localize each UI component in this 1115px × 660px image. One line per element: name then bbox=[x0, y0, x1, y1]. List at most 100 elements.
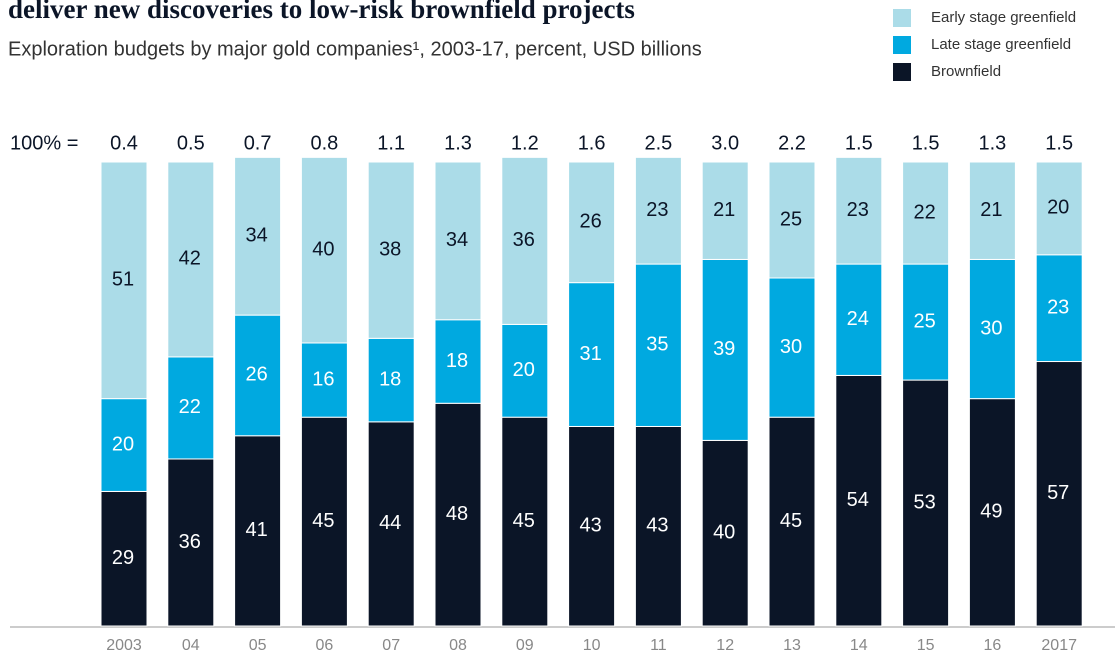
data-label: 21 bbox=[980, 199, 1002, 221]
data-label: 22 bbox=[179, 396, 201, 418]
total-label: 0.7 bbox=[244, 132, 272, 154]
bar-segment bbox=[968, 258, 1016, 400]
x-tick-label: 07 bbox=[382, 637, 400, 654]
x-tick-label: 16 bbox=[984, 637, 1002, 654]
data-label: 30 bbox=[980, 317, 1002, 339]
data-label: 20 bbox=[513, 359, 535, 381]
data-label: 18 bbox=[379, 368, 401, 390]
total-label: 1.5 bbox=[912, 132, 940, 154]
x-tick-label: 12 bbox=[716, 637, 734, 654]
bar-segment bbox=[167, 458, 215, 627]
data-label: 51 bbox=[112, 269, 134, 291]
x-tick-label: 14 bbox=[850, 637, 868, 654]
total-label: 1.6 bbox=[578, 132, 606, 154]
totals-label: 100% = bbox=[10, 132, 78, 154]
data-label: 34 bbox=[446, 229, 468, 251]
legend-label: Late stage greenfield bbox=[931, 36, 1071, 53]
total-label: 1.2 bbox=[511, 132, 539, 154]
bar-segment bbox=[501, 323, 549, 418]
x-tick-label: 10 bbox=[583, 637, 601, 654]
data-label: 45 bbox=[780, 510, 802, 532]
total-label: 1.1 bbox=[377, 132, 405, 154]
bar-segment bbox=[100, 490, 148, 627]
data-label: 45 bbox=[513, 510, 535, 532]
legend-label: Early stage greenfield bbox=[931, 9, 1076, 26]
bar-segment bbox=[835, 263, 883, 376]
bar-segment bbox=[968, 398, 1016, 627]
data-label: 44 bbox=[379, 512, 401, 534]
bar-segment bbox=[434, 402, 482, 627]
bar-segment bbox=[367, 337, 415, 423]
legend-swatch bbox=[893, 9, 911, 27]
x-tick-label: 2017 bbox=[1041, 637, 1077, 654]
x-tick-label: 11 bbox=[650, 637, 667, 654]
data-label: 39 bbox=[713, 338, 735, 360]
legend-swatch bbox=[893, 63, 911, 81]
x-tick-label: 09 bbox=[516, 637, 534, 654]
x-tick-label: 15 bbox=[917, 637, 935, 654]
data-label: 36 bbox=[179, 531, 201, 553]
bar-segment bbox=[1035, 361, 1083, 627]
bar-segment bbox=[701, 258, 749, 441]
bar-segment bbox=[768, 277, 816, 418]
legend-label: Brownfield bbox=[931, 63, 1001, 80]
bar-segment bbox=[768, 416, 816, 627]
bar-segment bbox=[701, 439, 749, 627]
total-label: 0.5 bbox=[177, 132, 205, 154]
data-label: 18 bbox=[446, 350, 468, 372]
data-label: 40 bbox=[312, 238, 334, 260]
data-label: 43 bbox=[579, 515, 601, 537]
bar-segment bbox=[968, 161, 1016, 260]
data-label: 34 bbox=[245, 225, 267, 247]
bar-segment bbox=[1035, 254, 1083, 363]
data-label: 41 bbox=[245, 519, 267, 541]
bar-segment bbox=[434, 319, 482, 404]
data-label: 48 bbox=[446, 503, 468, 525]
bar-segment bbox=[434, 161, 482, 321]
data-label: 40 bbox=[713, 521, 735, 543]
bar-segment bbox=[234, 314, 282, 437]
data-label: 24 bbox=[847, 308, 869, 330]
bar-segment bbox=[100, 398, 148, 492]
x-tick-label: 04 bbox=[182, 637, 200, 654]
bar-segment bbox=[568, 161, 616, 284]
chart-title: deliver new discoveries to low-risk brow… bbox=[8, 0, 635, 24]
data-label: 57 bbox=[1047, 482, 1069, 504]
x-tick-label: 05 bbox=[249, 637, 267, 654]
bar-segment bbox=[568, 282, 616, 427]
total-label: 3.0 bbox=[711, 132, 739, 154]
data-label: 20 bbox=[112, 433, 134, 455]
total-label: 1.3 bbox=[978, 132, 1006, 154]
total-label: 1.5 bbox=[1045, 132, 1073, 154]
bar-segment bbox=[300, 416, 348, 627]
data-label: 36 bbox=[513, 229, 535, 251]
total-label: 0.4 bbox=[110, 132, 138, 154]
bar-segment bbox=[768, 161, 816, 279]
bar-segment bbox=[167, 161, 215, 358]
total-label: 1.3 bbox=[444, 132, 472, 154]
x-tick-label: 08 bbox=[449, 637, 467, 654]
chart-subtitle: Exploration budgets by major gold compan… bbox=[8, 38, 702, 60]
data-label: 38 bbox=[379, 238, 401, 260]
bar-segment bbox=[1035, 161, 1083, 256]
data-label: 25 bbox=[780, 208, 802, 230]
total-label: 2.5 bbox=[644, 132, 672, 154]
total-label: 1.5 bbox=[845, 132, 873, 154]
data-label: 23 bbox=[847, 199, 869, 221]
total-label: 0.8 bbox=[310, 132, 338, 154]
x-tick-label: 06 bbox=[316, 637, 334, 654]
bar-segment bbox=[701, 161, 749, 260]
x-tick-label: 13 bbox=[783, 637, 801, 654]
data-label: 54 bbox=[847, 489, 869, 511]
bar-segment bbox=[367, 161, 415, 339]
bar-segment bbox=[902, 161, 950, 265]
data-label: 20 bbox=[1047, 197, 1069, 219]
bar-segment bbox=[367, 421, 415, 627]
data-label: 30 bbox=[780, 336, 802, 358]
data-label: 25 bbox=[913, 310, 935, 332]
bar-segment bbox=[100, 161, 148, 400]
data-label: 45 bbox=[312, 510, 334, 532]
bar-segment bbox=[234, 156, 282, 316]
data-label: 31 bbox=[579, 343, 601, 365]
